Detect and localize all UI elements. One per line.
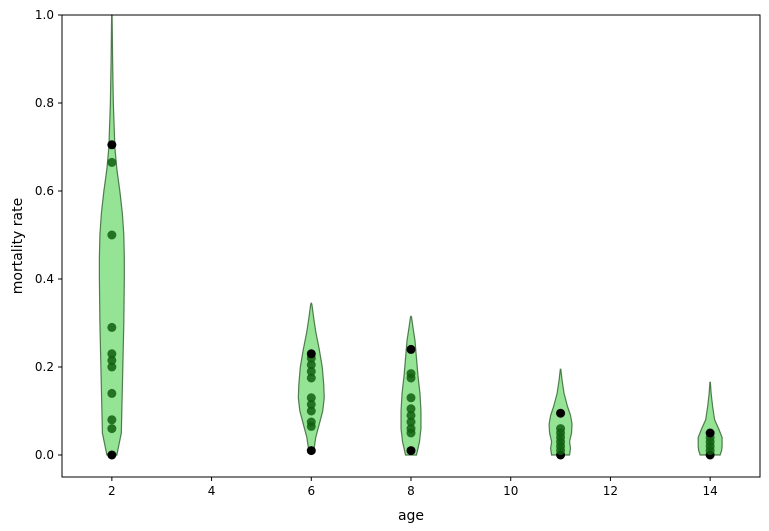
x-tick-label: 10 bbox=[503, 484, 518, 498]
data-point-age-6-10 bbox=[306, 349, 316, 359]
data-point-age-6-5 bbox=[306, 393, 316, 403]
x-tick-label: 8 bbox=[407, 484, 415, 498]
data-point-age-6-7 bbox=[306, 366, 316, 376]
data-point-age-11-6 bbox=[556, 424, 566, 434]
data-point-age-2-0 bbox=[107, 450, 117, 460]
x-tick-label: 14 bbox=[703, 484, 718, 498]
data-point-age-8-8 bbox=[406, 369, 416, 379]
data-point-age-6-2 bbox=[306, 417, 316, 427]
data-point-age-2-6 bbox=[107, 349, 117, 359]
y-tick-label: 0.4 bbox=[35, 272, 54, 286]
data-point-age-2-4 bbox=[107, 362, 117, 372]
x-tick-label: 6 bbox=[307, 484, 315, 498]
y-axis-label: mortality rate bbox=[10, 198, 26, 294]
x-axis: 2 4 6 8 10 12 14 bbox=[108, 477, 718, 498]
data-point-age-6-0 bbox=[306, 446, 316, 456]
data-point-age-2-2 bbox=[107, 415, 117, 425]
x-tick-label: 2 bbox=[108, 484, 116, 498]
violin-age-14 bbox=[697, 381, 723, 456]
data-point-age-11-7 bbox=[556, 408, 566, 418]
x-axis-label: age bbox=[398, 508, 424, 524]
data-point-age-8-4 bbox=[406, 410, 416, 420]
violin-age-8 bbox=[400, 315, 422, 456]
y-tick-label: 0.6 bbox=[35, 184, 54, 198]
data-point-age-2-10 bbox=[107, 140, 117, 150]
data-point-age-2-1 bbox=[107, 424, 117, 434]
data-point-age-8-0 bbox=[406, 446, 416, 456]
data-point-age-8-3 bbox=[406, 417, 416, 427]
data-point-age-8-9 bbox=[406, 344, 416, 354]
data-points bbox=[107, 140, 715, 460]
data-point-age-2-5 bbox=[107, 355, 117, 365]
y-tick-label: 0.2 bbox=[35, 360, 54, 374]
data-point-age-6-8 bbox=[306, 360, 316, 370]
data-point-age-2-8 bbox=[107, 230, 117, 240]
y-tick-label: 0.0 bbox=[35, 448, 54, 462]
data-point-age-6-3 bbox=[306, 406, 316, 416]
data-point-age-6-4 bbox=[306, 399, 316, 409]
data-point-age-8-2 bbox=[406, 424, 416, 434]
data-point-age-8-5 bbox=[406, 404, 416, 414]
data-point-age-2-3 bbox=[107, 388, 117, 398]
x-tick-label: 4 bbox=[208, 484, 216, 498]
x-tick-label: 12 bbox=[603, 484, 618, 498]
y-tick-label: 1.0 bbox=[35, 8, 54, 22]
data-point-age-14-5 bbox=[705, 428, 715, 438]
y-tick-label: 0.8 bbox=[35, 96, 54, 110]
data-point-age-2-9 bbox=[107, 157, 117, 167]
data-point-age-6-6 bbox=[306, 373, 316, 383]
data-point-age-2-7 bbox=[107, 322, 117, 332]
y-axis: 0.0 0.2 0.4 0.6 0.8 1.0 bbox=[35, 8, 62, 462]
data-point-age-8-6 bbox=[406, 393, 416, 403]
